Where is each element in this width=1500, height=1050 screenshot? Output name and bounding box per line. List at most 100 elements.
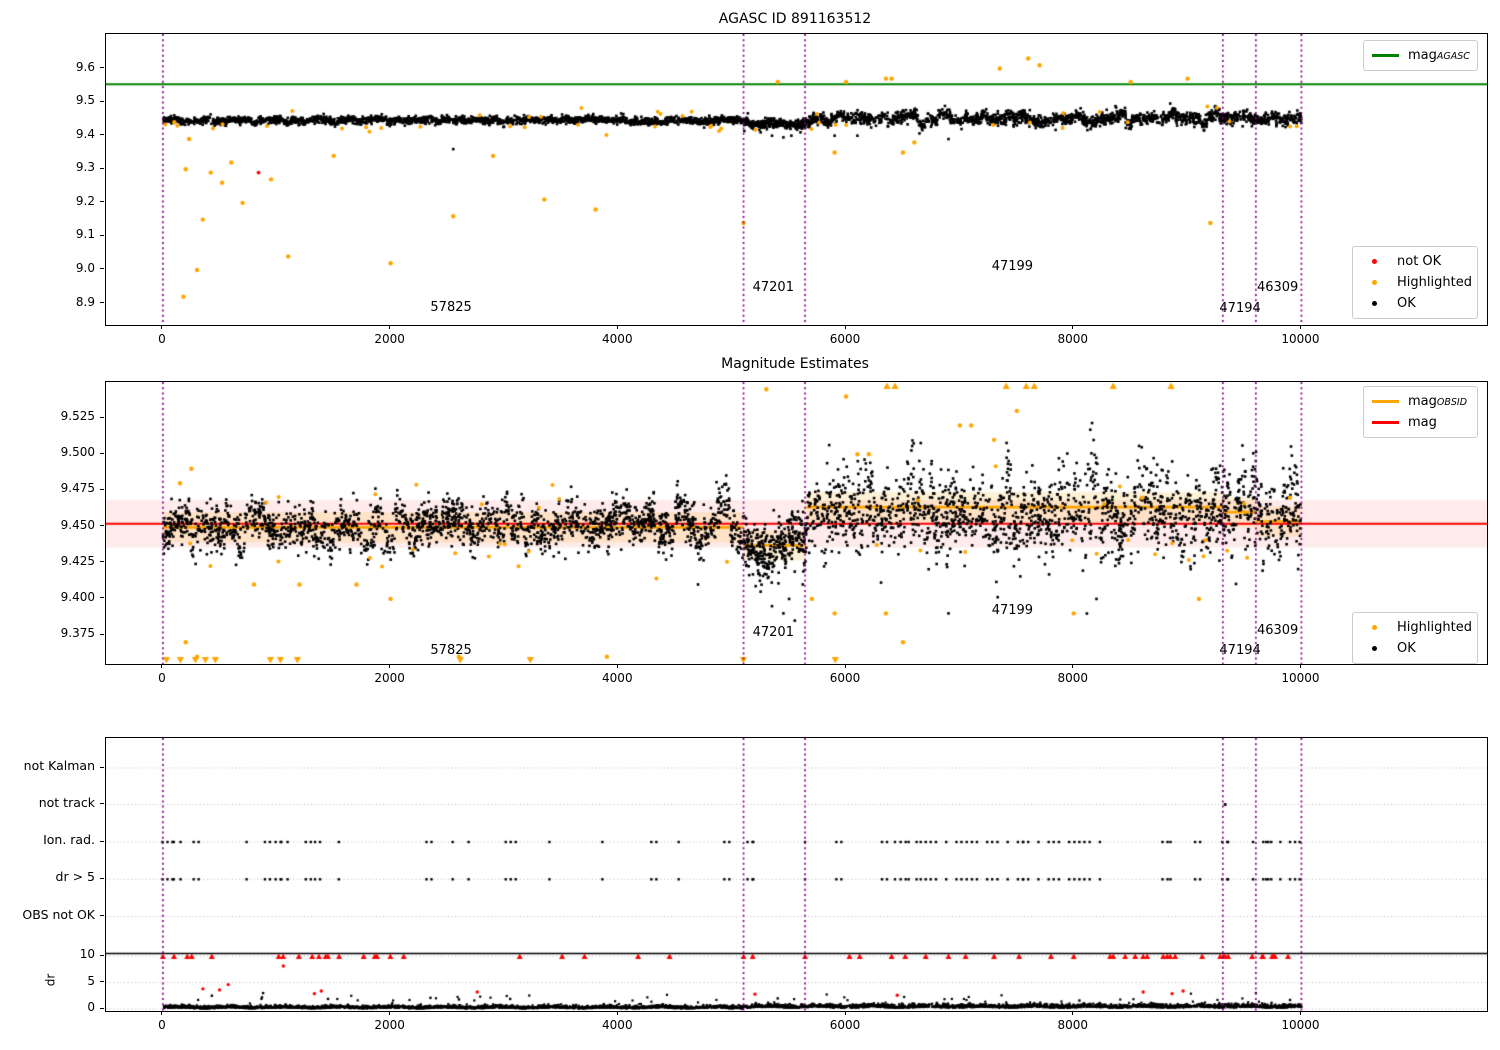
y-tick-label: 9.5 (75, 93, 95, 108)
x-tick-mark (844, 1011, 846, 1015)
y-tick-label: 9.400 (60, 589, 95, 604)
obsid-annotation: 47194 (1219, 300, 1261, 316)
plot-title-agasc: AGASC ID 891163512 (718, 11, 872, 27)
legend-label-ok: OK (1397, 641, 1416, 656)
x-tick-label: 2000 (374, 671, 405, 685)
x-tick-mark (1299, 325, 1301, 329)
legend-label-mag-agasc: magAGASC (1408, 48, 1470, 63)
legend-label-highlighted: Highlighted (1397, 275, 1472, 290)
y-tick-label: 9.4 (75, 126, 95, 141)
x-tick-mark (1299, 1011, 1301, 1015)
x-tick-label: 6000 (829, 332, 861, 346)
y-tick-mark (100, 954, 104, 956)
y-tick-mark (100, 915, 104, 917)
y-tick-mark (100, 766, 104, 768)
y-tick-label: 8.9 (75, 294, 95, 309)
legend-row-mag: mag (1372, 412, 1469, 433)
x-tick-mark (616, 1011, 618, 1015)
x-tick-label: 0 (158, 671, 166, 685)
y-tick-mark (100, 234, 104, 236)
y-tick-mark (100, 525, 104, 527)
x-tick-label: 8000 (1057, 332, 1088, 346)
dr-tick-label: 5 (87, 973, 95, 988)
y-tick-label: 9.425 (60, 553, 95, 568)
x-tick-label: 0 (158, 1018, 166, 1032)
legend-marker-wrap (1361, 646, 1388, 651)
x-tick-mark (161, 325, 163, 329)
x-tick-label: 6000 (829, 1018, 861, 1032)
y-tick-label: 9.1 (75, 227, 95, 242)
ok-marker-icon (1372, 301, 1377, 306)
ok-marker-icon (1372, 646, 1377, 651)
y-tick-mark (100, 1007, 104, 1009)
x-tick-mark (1072, 1011, 1074, 1015)
highlighted-marker-icon (1372, 280, 1377, 285)
legend-marker-wrap (1361, 625, 1388, 630)
legend-row-ok: OK (1361, 638, 1469, 659)
x-tick-label: 0 (158, 332, 166, 346)
x-tick-mark (389, 1011, 391, 1015)
highlighted-marker-icon (1372, 625, 1377, 630)
y-tick-mark (100, 100, 104, 102)
y-tick-mark (100, 877, 104, 879)
y-tick-mark (100, 803, 104, 804)
legend-label-ok: OK (1397, 296, 1416, 311)
x-tick-mark (1299, 664, 1301, 668)
legend-mag-obsid: magOBSID mag (1363, 386, 1478, 438)
y-tick-label: 9.6 (75, 59, 95, 74)
y-tick-mark (100, 840, 104, 842)
x-tick-mark (844, 664, 846, 668)
legend-row-mag-obsid: magOBSID (1372, 391, 1469, 412)
legend-row-highlighted: Highlighted (1361, 272, 1472, 293)
x-tick-label: 2000 (374, 1018, 405, 1032)
y-tick-mark (100, 67, 104, 69)
dr-tick-label: 0 (87, 1000, 95, 1014)
dr-tick-label: 10 (79, 947, 95, 961)
axes-mag-agasc (105, 33, 1488, 326)
legend-line-sample-orange (1372, 400, 1399, 403)
y-tick-label: 9.475 (60, 481, 95, 496)
x-tick-label: 4000 (602, 332, 633, 346)
obsid-annotation: 47199 (991, 602, 1034, 618)
obsid-annotation: 47201 (752, 624, 794, 640)
obsid-annotation: 47199 (991, 259, 1034, 275)
x-tick-label: 10000 (1281, 332, 1320, 346)
y-tick-mark (100, 561, 104, 563)
x-tick-label: 8000 (1057, 671, 1088, 685)
y-tick-label: 9.500 (60, 445, 95, 460)
y-tick-label: 9.0 (75, 260, 95, 275)
legend-row-not-ok: not OK (1361, 251, 1469, 272)
axes-magnitude-estimates (105, 381, 1488, 665)
y-tick-label: 9.450 (60, 517, 95, 532)
x-tick-mark (161, 1011, 163, 1015)
legend-row-highlighted: Highlighted (1361, 617, 1472, 638)
x-tick-mark (161, 664, 163, 668)
flag-category-label: Ion. rad. (43, 832, 95, 847)
x-tick-label: 2000 (374, 332, 405, 346)
y-tick-label: 9.3 (75, 160, 95, 175)
legend-marker-wrap (1361, 259, 1388, 264)
x-tick-mark (1072, 664, 1074, 668)
legend-line-sample-green (1372, 54, 1399, 57)
x-tick-mark (389, 325, 391, 329)
y-tick-mark (100, 268, 104, 270)
y-tick-mark (100, 201, 104, 203)
legend-label-highlighted: Highlighted (1397, 620, 1472, 635)
legend-label-mag: mag (1408, 415, 1437, 430)
x-tick-mark (616, 325, 618, 329)
y-tick-mark (100, 416, 104, 418)
x-tick-mark (1072, 325, 1074, 329)
x-tick-label: 10000 (1281, 671, 1320, 685)
x-tick-mark (844, 325, 846, 329)
legend-line-sample-red (1372, 421, 1399, 424)
flag-category-label: dr > 5 (55, 869, 95, 885)
legend-label-mag-obsid: magOBSID (1408, 394, 1468, 409)
scatter-canvas-mag-agasc (106, 34, 1487, 325)
x-tick-label: 4000 (602, 671, 633, 685)
scatter-canvas-magnitude-estimates (106, 382, 1487, 664)
legend-mag-markers: not OK Highlighted OK (1352, 246, 1478, 319)
y-tick-mark (100, 167, 104, 169)
legend-mag-agasc: magAGASC (1363, 40, 1478, 71)
y-tick-label: 9.525 (60, 409, 95, 424)
